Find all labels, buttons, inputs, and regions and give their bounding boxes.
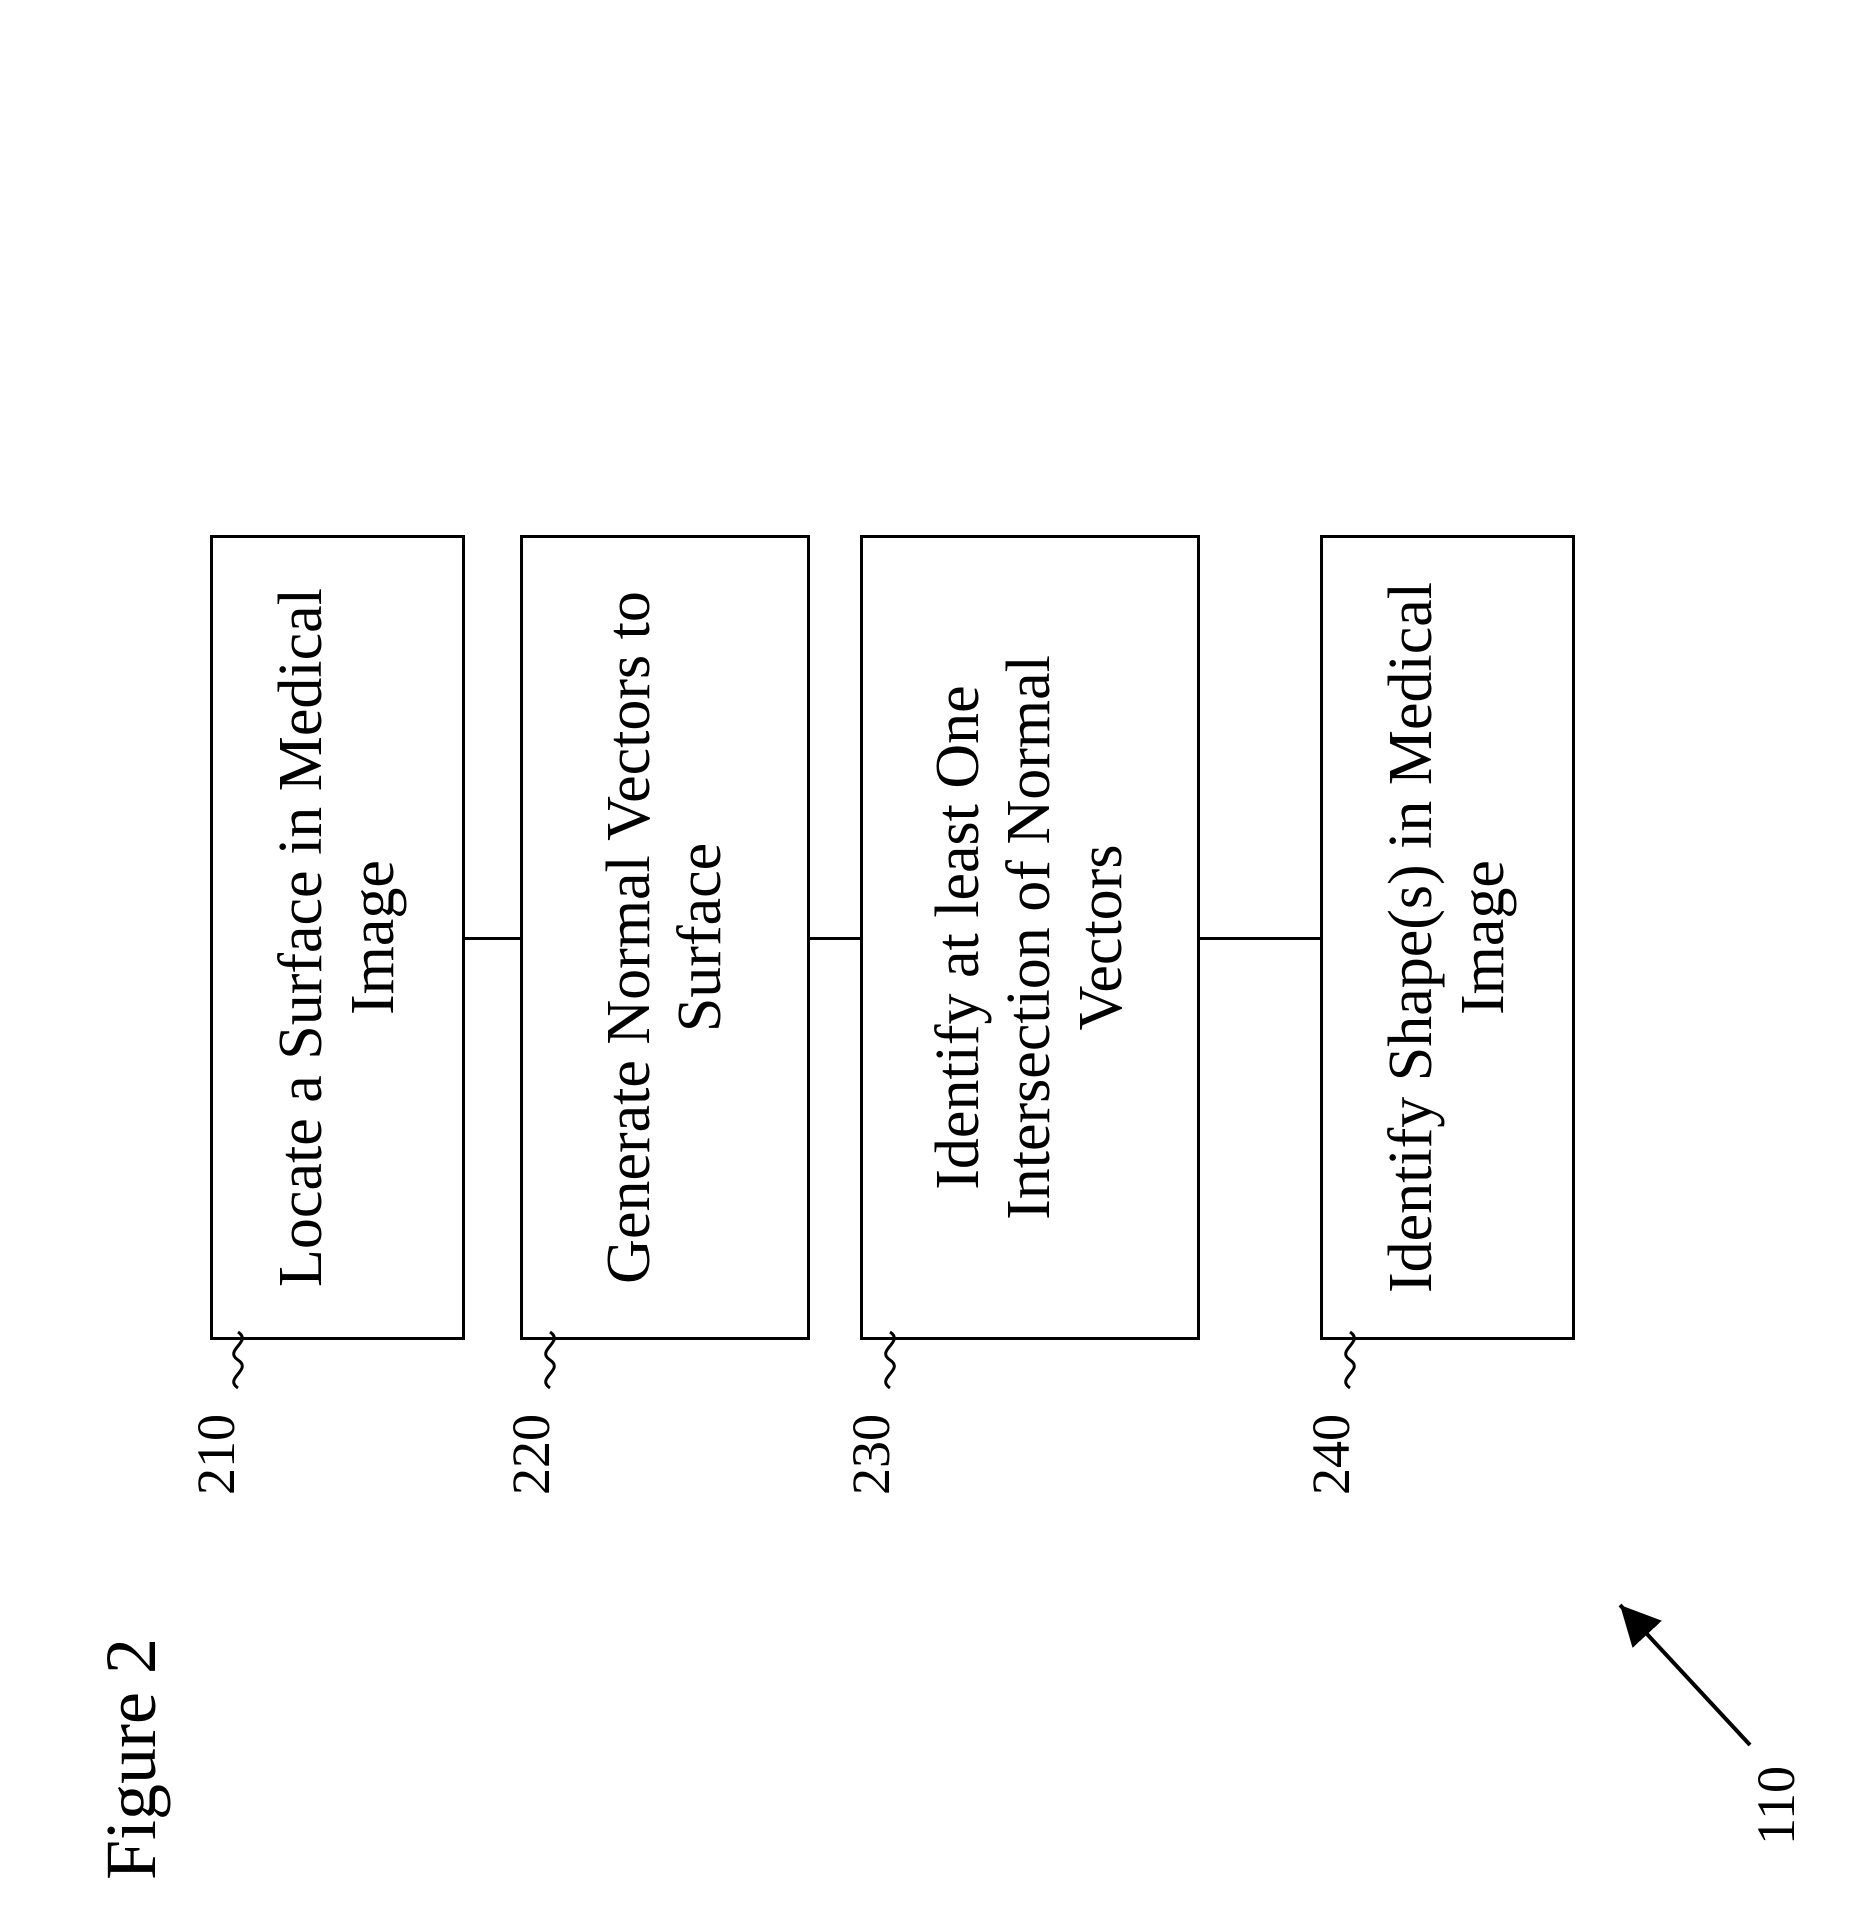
figure-title: Figure 2 <box>90 1638 173 1880</box>
connector <box>1200 937 1320 940</box>
figure-canvas: Figure 2 Locate a Surface in Medical Ima… <box>0 0 1870 1931</box>
step-text: Generate Normal Vectors to Surface <box>594 558 737 1317</box>
step-text: Locate a Surface in Medical Image <box>266 558 409 1317</box>
connector <box>465 937 520 940</box>
squiggle-icon <box>1325 1330 1375 1390</box>
squiggle-icon <box>865 1330 915 1390</box>
step-box-210: Locate a Surface in Medical Image <box>210 535 465 1340</box>
squiggle-icon <box>525 1330 575 1390</box>
squiggle-icon <box>213 1330 263 1390</box>
connector <box>810 937 860 940</box>
step-text: Identify at least One Intersection of No… <box>923 558 1137 1317</box>
step-box-220: Generate Normal Vectors to Surface <box>520 535 810 1340</box>
step-label-220: 220 <box>500 1414 562 1495</box>
step-label-210: 210 <box>185 1414 247 1495</box>
reference-label: 110 <box>1745 1766 1807 1845</box>
step-box-230: Identify at least One Intersection of No… <box>860 535 1200 1340</box>
step-box-240: Identify Shape(s) in Medical Image <box>1320 535 1575 1340</box>
step-label-230: 230 <box>840 1414 902 1495</box>
pointer-arrow-icon <box>1605 1590 1765 1760</box>
step-text: Identify Shape(s) in Medical Image <box>1376 558 1519 1317</box>
step-label-240: 240 <box>1300 1414 1362 1495</box>
flowchart-group: Figure 2 Locate a Surface in Medical Ima… <box>90 60 1870 1880</box>
